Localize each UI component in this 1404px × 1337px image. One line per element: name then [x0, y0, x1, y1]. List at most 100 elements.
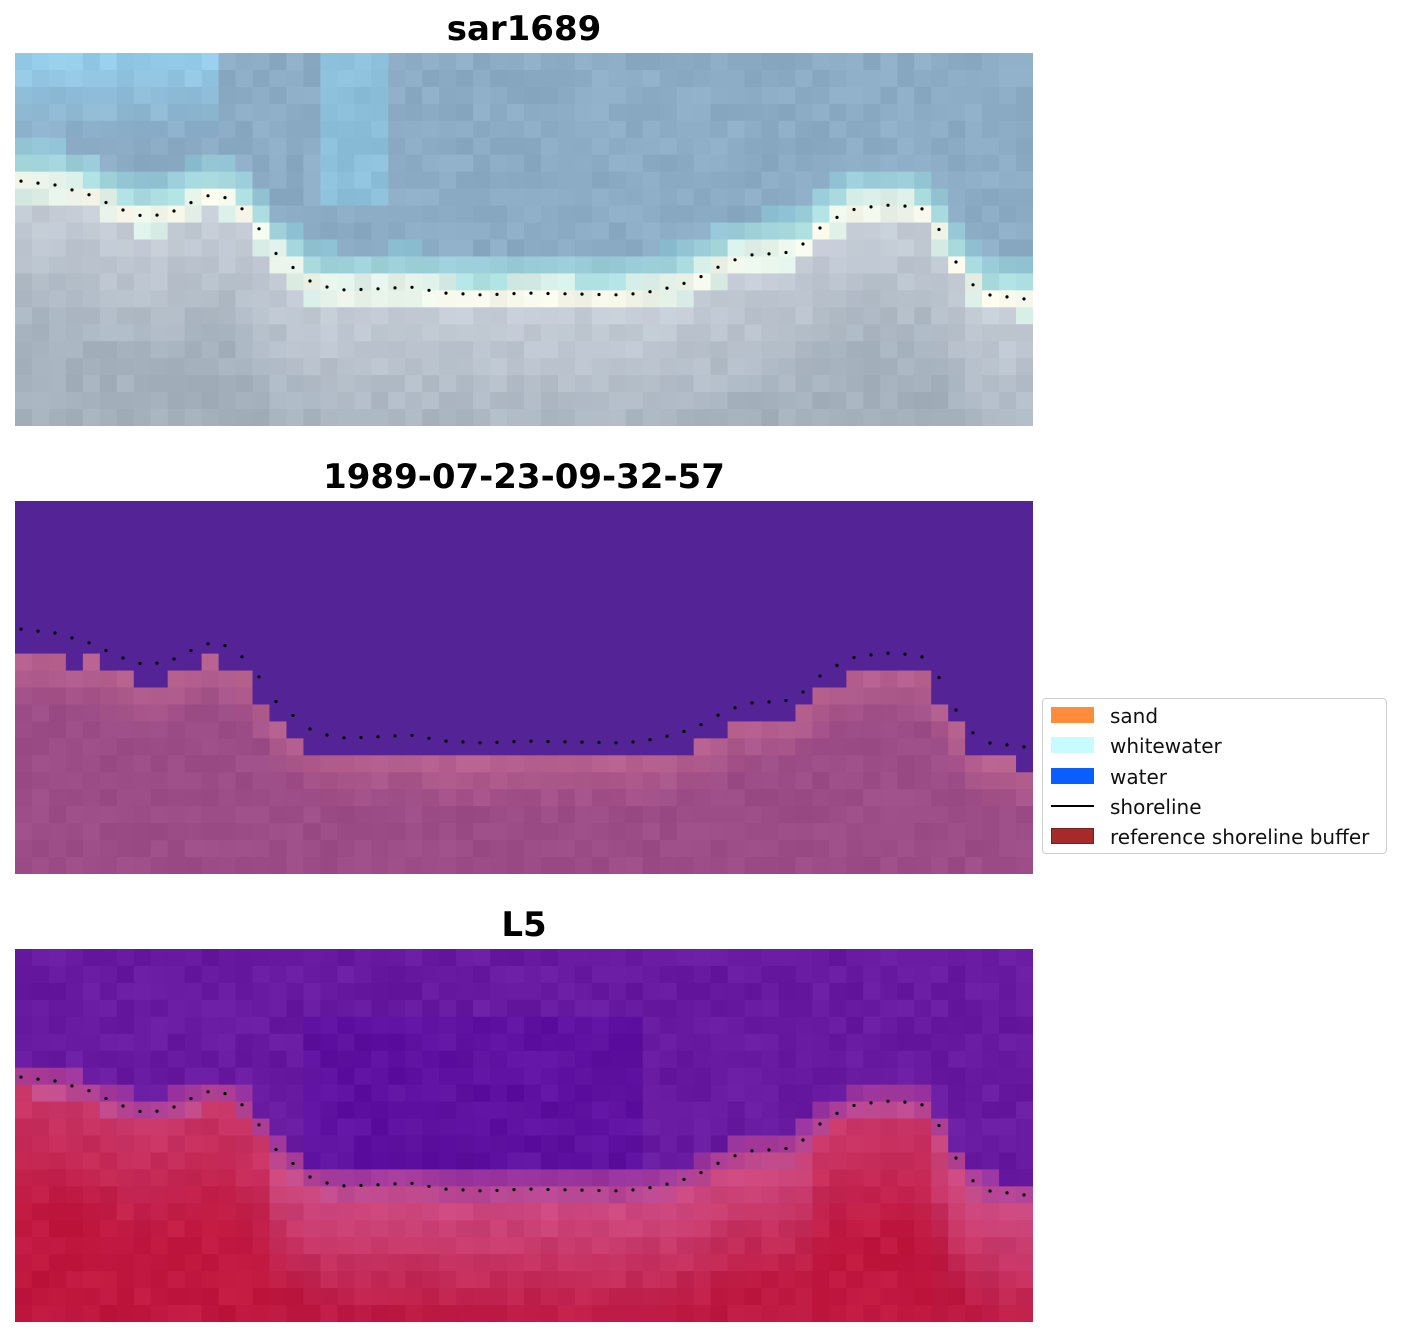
pixel-cell [31, 1118, 50, 1137]
pixel-cell [116, 1288, 135, 1306]
pixel-cell [914, 721, 932, 739]
pixel-cell [778, 1220, 797, 1238]
pixel-cell [218, 1305, 237, 1322]
pixel-cell [744, 205, 763, 224]
pixel-cell [218, 1169, 237, 1187]
pixel-cell [524, 721, 542, 739]
pixel-cell [880, 358, 898, 376]
pixel-cell [371, 857, 389, 874]
pixel-cell [473, 823, 491, 841]
pixel-cell [150, 1254, 169, 1272]
pixel-cell [846, 517, 864, 536]
pixel-cell [167, 1186, 186, 1204]
pixel-cell [557, 239, 576, 258]
pixel-cell [422, 551, 440, 570]
pixel-cell [116, 1186, 135, 1204]
pixel-cell [608, 137, 627, 156]
pixel-cell [184, 534, 203, 553]
pixel-cell [388, 982, 406, 1001]
pixel-cell [303, 585, 321, 604]
pixel-cell [727, 840, 746, 858]
pixel-cell [744, 585, 763, 604]
pixel-cell [557, 1254, 576, 1272]
pixel-cell [167, 965, 186, 984]
pixel-cell [744, 602, 763, 621]
pixel-cell [540, 205, 559, 224]
pixel-cell [388, 1152, 406, 1170]
pixel-cell [761, 1152, 780, 1170]
pixel-cell [133, 602, 152, 621]
pixel-cell [286, 670, 305, 689]
pixel-cell [218, 86, 237, 105]
pixel-cell [99, 551, 118, 570]
pixel-cell [65, 999, 84, 1018]
pixel-cell [591, 409, 610, 426]
pixel-cell [693, 256, 712, 274]
pixel-cell [965, 670, 983, 689]
pixel-cell [914, 1101, 932, 1120]
pixel-cell [897, 806, 915, 824]
pixel-cell [659, 239, 678, 258]
pixel-cell [524, 256, 542, 274]
pixel-cell [812, 636, 830, 655]
pixel-cell [184, 704, 203, 722]
pixel-cell [829, 1101, 847, 1120]
pixel-cell [269, 501, 288, 519]
shoreline-dot [359, 1183, 363, 1188]
pixel-cell [456, 1169, 474, 1187]
pixel-cell [371, 965, 389, 984]
pixel-cell [252, 341, 271, 359]
pixel-cell [15, 86, 33, 105]
pixel-cell [727, 222, 746, 241]
pixel-cell [659, 86, 678, 105]
pixel-cell [99, 1135, 118, 1154]
pixel-cell [931, 670, 949, 689]
pixel-cell [574, 1084, 593, 1103]
pixel-cell [48, 1271, 67, 1289]
pixel-cell [744, 1135, 763, 1154]
pixel-cell [405, 1050, 423, 1069]
pixel-cell [676, 1169, 695, 1187]
pixel-cell [116, 120, 135, 139]
pixel-cell [167, 1237, 186, 1255]
pixel-cell [999, 568, 1017, 587]
pixel-cell [880, 965, 898, 984]
pixel-cell [439, 1220, 457, 1238]
pixel-cell [133, 1169, 152, 1187]
pixel-cell [337, 1254, 355, 1272]
pixel-cell [897, 239, 915, 258]
pixel-cell [167, 256, 186, 274]
pixel-cell [676, 324, 695, 342]
pixel-cell [727, 290, 746, 308]
pixel-cell [150, 53, 169, 71]
pixel-cell [693, 1288, 712, 1306]
pixel-cell [778, 1237, 797, 1255]
shoreline-dot [461, 292, 465, 296]
pixel-cell [761, 636, 780, 655]
pixel-cell [948, 307, 966, 325]
pixel-cell [931, 636, 949, 655]
pixel-cell [218, 789, 237, 807]
pixel-cell [829, 534, 847, 553]
pixel-cell [761, 1169, 780, 1187]
pixel-cell [15, 341, 33, 359]
pixel-cell [829, 1305, 847, 1322]
pixel-cell [982, 840, 1000, 858]
pixel-cell [965, 982, 983, 1001]
pixel-cell [829, 704, 847, 722]
pixel-cell [388, 551, 406, 570]
pixel-cell [557, 1305, 576, 1322]
pixel-cell [608, 1084, 627, 1103]
pixel-cell [235, 1305, 254, 1322]
shoreline-dot [325, 285, 329, 289]
pixel-cell [490, 1288, 508, 1306]
pixel-cell [303, 307, 321, 325]
pixel-cell [490, 517, 508, 536]
pixel-cell [371, 1050, 389, 1069]
pixel-cell [218, 999, 237, 1018]
pixel-cell [574, 1152, 593, 1170]
pixel-cell [133, 137, 152, 156]
pixel-cell [795, 53, 814, 71]
pixel-cell [286, 999, 305, 1018]
pixel-cell [405, 585, 423, 604]
